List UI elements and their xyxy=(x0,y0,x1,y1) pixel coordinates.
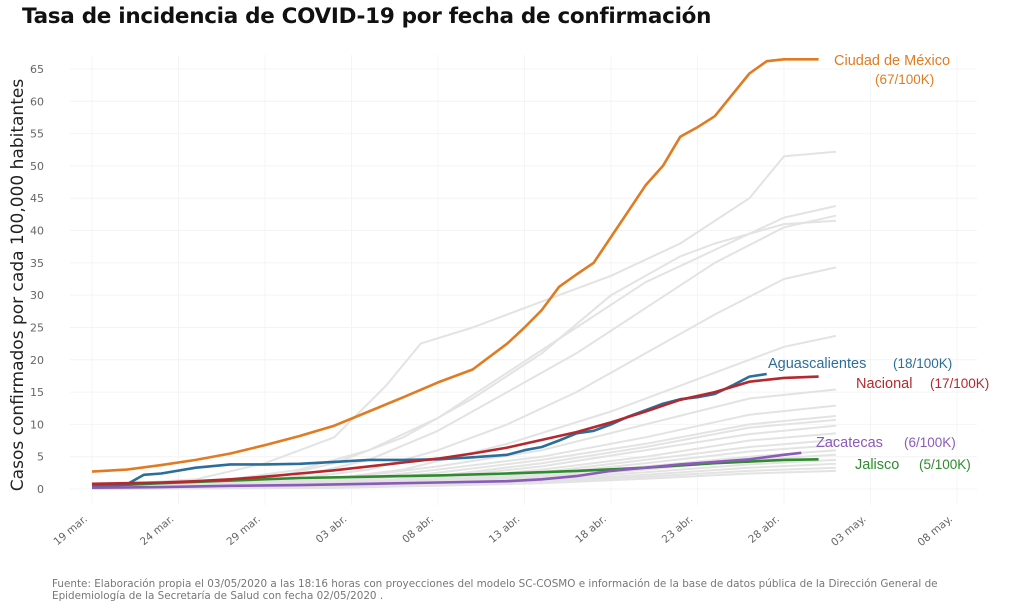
y-tick-label: 5 xyxy=(37,451,44,464)
background-series-line xyxy=(91,334,837,489)
background-series-line xyxy=(91,150,836,487)
background-series-line xyxy=(91,205,837,487)
y-axis-label: Casos confirmados por cada 100,000 habit… xyxy=(8,79,28,492)
y-tick-label: 20 xyxy=(30,354,44,367)
y-tick-label: 15 xyxy=(30,386,44,399)
series-value-nacional: (17/100K) xyxy=(930,376,989,391)
y-tick-label: 0 xyxy=(37,483,44,496)
footer-line-1: Fuente: Elaboración propia el 03/05/2020… xyxy=(52,578,938,590)
x-tick-label: 29 mar. xyxy=(225,513,263,548)
x-tick-label: 19 mar. xyxy=(52,513,90,548)
y-tick-label: 60 xyxy=(30,95,44,108)
x-axis-ticks: 19 mar. 24 mar. 29 mar. 03 abr. 08 abr. 13 ab… xyxy=(52,513,955,549)
y-tick-label: 10 xyxy=(30,418,44,431)
x-tick-label: 28 abr. xyxy=(746,513,782,546)
series-labels: Ciudad de México (67/100K) Aguascalientes (… xyxy=(768,53,989,473)
y-tick-label: 30 xyxy=(30,289,44,302)
y-axis-ticks: 0 5 10 15 20 25 30 35 40 45 50 55 60 65 xyxy=(30,63,44,496)
y-tick-label: 55 xyxy=(30,128,44,141)
highlighted-series xyxy=(91,58,819,489)
series-line-ciudad-de-mexico xyxy=(91,58,819,473)
y-tick-label: 40 xyxy=(30,225,44,238)
y-tick-label: 35 xyxy=(30,257,44,270)
source-footer: Fuente: Elaboración propia el 03/05/2020… xyxy=(52,578,982,602)
grid xyxy=(70,55,977,505)
series-label-jalisco: Jalisco xyxy=(855,457,899,473)
x-tick-label: 03 may. xyxy=(829,513,868,549)
x-tick-label: 03 abr. xyxy=(314,513,350,546)
series-label-aguascalientes: Aguascalientes xyxy=(768,356,866,372)
x-tick-label: 08 may. xyxy=(915,513,954,549)
background-series-line xyxy=(91,388,837,489)
background-series xyxy=(91,150,837,490)
series-line-nacional xyxy=(91,375,819,486)
x-tick-label: 13 abr. xyxy=(487,513,523,546)
background-series-line xyxy=(91,415,836,489)
series-value-aguascalientes: (18/100K) xyxy=(893,356,952,371)
y-tick-label: 50 xyxy=(30,160,44,173)
background-series-line xyxy=(91,219,836,489)
y-tick-label: 45 xyxy=(30,192,44,205)
series-label-ciudad-de-mexico: Ciudad de México xyxy=(834,53,950,69)
series-value-ciudad-de-mexico: (67/100K) xyxy=(875,72,934,87)
series-value-zacatecas: (6/100K) xyxy=(904,435,956,450)
x-tick-label: 18 abr. xyxy=(573,513,609,546)
y-tick-label: 65 xyxy=(30,63,44,76)
series-label-nacional: Nacional xyxy=(856,376,912,392)
chart-title: Tasa de incidencia de COVID-19 por fecha… xyxy=(22,4,712,29)
y-tick-label: 25 xyxy=(30,321,44,334)
series-line-zacatecas xyxy=(91,451,802,489)
x-tick-label: 23 abr. xyxy=(660,513,696,546)
series-value-jalisco: (5/100K) xyxy=(919,457,971,472)
background-series-line xyxy=(91,404,837,489)
footer-line-2: Epidemiología de la Secretaría de Salud … xyxy=(52,590,384,602)
series-label-zacatecas: Zacatecas xyxy=(816,435,883,451)
background-series-line xyxy=(91,266,837,489)
x-tick-label: 24 mar. xyxy=(138,513,176,548)
background-series-line xyxy=(91,469,836,490)
x-tick-label: 08 abr. xyxy=(400,513,436,546)
background-series-line xyxy=(91,214,837,489)
